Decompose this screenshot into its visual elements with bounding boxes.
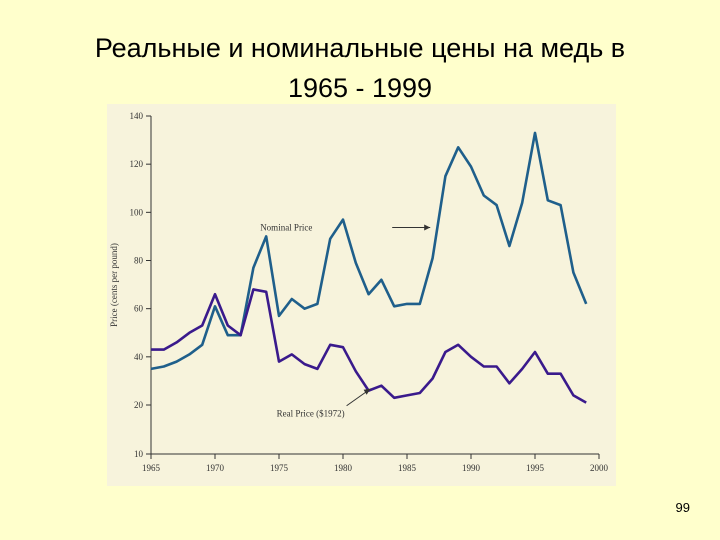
y-tick-label: 60	[134, 304, 144, 314]
slide-title-line-2: 1965 - 1999	[287, 73, 433, 103]
x-tick-label: 1980	[334, 463, 353, 473]
y-tick-label: 10	[134, 449, 144, 459]
x-tick-label: 1975	[270, 463, 289, 473]
y-tick-label: 140	[130, 111, 144, 121]
x-tick-label: 1990	[462, 463, 481, 473]
x-tick-label: 1985	[398, 463, 417, 473]
x-tick-label: 1995	[526, 463, 545, 473]
y-tick-label: 40	[134, 352, 144, 362]
y-tick-label: 80	[134, 256, 144, 266]
y-tick-label: 20	[134, 400, 144, 410]
x-tick-label: 1965	[142, 463, 161, 473]
slide-title: Реальные и номинальные цены на медь в 19…	[20, 28, 700, 108]
x-tick-label: 1970	[206, 463, 225, 473]
nominal-price-line	[150, 131, 588, 371]
price-chart: 10 20 40 60 80 100 120 140 1965 1970 1975 1980 1985 1…	[109, 111, 609, 473]
page-number: 99	[675, 500, 690, 515]
nominal-price-annotation: Nominal Price	[260, 223, 312, 233]
y-axis-title: Price (cents per pound)	[109, 243, 119, 327]
slide-title-line-1: Реальные и номинальные цены на медь в	[94, 33, 626, 63]
y-tick-label: 120	[130, 159, 144, 169]
nominal-annotation-arrowhead	[424, 224, 431, 231]
chart-panel: 10 20 40 60 80 100 120 140 1965 1970 1975 1980 1985 1…	[107, 104, 616, 486]
y-tick-label: 100	[130, 207, 144, 217]
real-price-annotation: Real Price ($1972)	[277, 409, 345, 419]
real-annotation-arrowhead	[363, 388, 371, 395]
x-tick-label: 2000	[590, 463, 609, 473]
